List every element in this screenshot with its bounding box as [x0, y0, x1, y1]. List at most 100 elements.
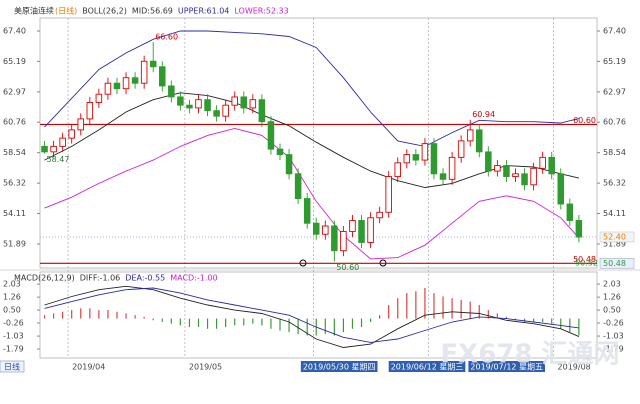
candle-body: [186, 104, 193, 109]
candle-body: [322, 225, 329, 235]
candle-body: [575, 220, 583, 238]
candle-body: [485, 151, 492, 172]
y-tick-label-right: 1.26: [603, 293, 621, 302]
candle-body: [195, 99, 202, 109]
candle-body: [267, 121, 275, 150]
y-tick-label: 67.40: [3, 27, 26, 36]
indicator-label: MID:56.69: [132, 7, 173, 16]
date-flag-label: 2019/05/30 星期四: [303, 363, 376, 372]
y-tick-label-right: 67.40: [603, 27, 626, 36]
candle-body: [131, 77, 139, 84]
candle-body: [385, 176, 392, 213]
candle-body: [548, 156, 555, 175]
y-tick-label: -1.79: [3, 344, 24, 353]
y-tick-label: 54.11: [3, 209, 26, 218]
indicator-label: DIFF:-1.06: [80, 274, 121, 283]
candle-body: [177, 96, 184, 106]
y-tick-label-right: 0.50: [603, 306, 621, 315]
candle-body: [367, 217, 374, 243]
candle-body: [439, 173, 447, 180]
candle-body: [521, 173, 528, 186]
candle-body: [86, 101, 94, 120]
candle-body: [349, 220, 356, 232]
watermark: FX678 汇通网: [440, 340, 619, 370]
candle-body: [476, 129, 483, 153]
period-button[interactable]: [0, 360, 25, 373]
horizontal-line-label: 50.48: [573, 255, 596, 264]
candle-body: [231, 96, 238, 106]
last-price-label: 52.40: [603, 232, 626, 241]
date-flag: [468, 361, 546, 372]
y-tick-label: 62.97: [3, 87, 26, 96]
y-tick-label: 65.19: [3, 57, 26, 66]
period-button-label[interactable]: 日线: [4, 362, 20, 372]
price-annotation: 60.94: [472, 110, 495, 119]
chart-title: 美原油连续: [14, 6, 54, 16]
y-tick-label-right: -0.26: [603, 318, 624, 327]
y-tick-label-right: 51.89: [603, 239, 626, 248]
indicator-line: [44, 128, 580, 260]
horizontal-line-label: 60.60: [573, 116, 596, 125]
main-frame: [39, 17, 598, 269]
y-tick-label: 0.50: [3, 306, 21, 315]
y-tick-label: 56.32: [3, 179, 26, 188]
indicator-line: [44, 287, 579, 343]
indicator-label: MACD:-1.00: [170, 274, 217, 283]
macd-frame: [39, 271, 598, 359]
y-tick-label: -0.26: [3, 318, 24, 327]
candle-body: [557, 173, 565, 205]
y-tick-label-right: -1.79: [603, 344, 624, 353]
candle-body: [394, 162, 402, 178]
candle-body: [77, 118, 85, 131]
indicator-label: DEA:-0.55: [125, 274, 165, 283]
candle-body: [213, 110, 220, 117]
indicator-label: LOWER:52.33: [234, 7, 288, 16]
y-tick-label: 1.26: [3, 293, 21, 302]
candle-body: [340, 231, 347, 252]
candle-body: [113, 82, 121, 90]
date-flag: [388, 361, 466, 372]
candle-body: [294, 173, 302, 199]
y-tick-label: 51.89: [3, 239, 26, 248]
candle-body: [303, 198, 311, 224]
y-tick-label: 2.03: [3, 280, 21, 289]
candle-body: [258, 99, 266, 123]
candle-body: [59, 137, 66, 147]
candle-body: [494, 165, 501, 172]
indicator-label: BOLL(26,2): [82, 7, 127, 16]
y-tick-label-right: 2.03: [603, 280, 621, 289]
candle-body: [240, 96, 248, 109]
candle-body: [285, 154, 293, 175]
candle-body: [68, 129, 75, 139]
candle-body: [539, 156, 546, 169]
candle-body: [512, 173, 519, 178]
price-annotation: 50.60: [336, 263, 359, 272]
candle-body: [376, 211, 383, 219]
y-tick-label-right: 60.76: [603, 118, 626, 127]
candle-body: [566, 203, 574, 221]
y-tick-label-right: -1.03: [603, 332, 624, 341]
candle-body: [104, 82, 112, 95]
y-tick-label-right: 62.97: [603, 87, 626, 96]
candle-body: [204, 99, 211, 112]
candle-body: [466, 129, 474, 142]
right-note: 50.48: [603, 259, 626, 268]
candle-body: [331, 225, 338, 252]
x-tick-label: 2019/08: [558, 363, 591, 372]
y-tick-label: 60.76: [3, 118, 26, 127]
candle-body: [421, 143, 429, 161]
candle-body: [358, 220, 365, 243]
x-tick-label: 2019/05: [189, 363, 222, 372]
indicator-label: UPPER:61.04: [178, 7, 229, 16]
candle-body: [457, 140, 465, 158]
date-flag: [300, 361, 378, 372]
right-note-box: [599, 258, 635, 269]
candle-body: [140, 60, 148, 84]
y-tick-label-right: 56.32: [603, 179, 626, 188]
y-tick-label-right: 54.11: [603, 209, 626, 218]
candle-body: [530, 167, 537, 186]
candle-body: [95, 93, 103, 103]
x-tick-label: 2019/04: [72, 363, 105, 372]
y-tick-label: -1.03: [3, 332, 24, 341]
candle-body: [430, 143, 438, 175]
